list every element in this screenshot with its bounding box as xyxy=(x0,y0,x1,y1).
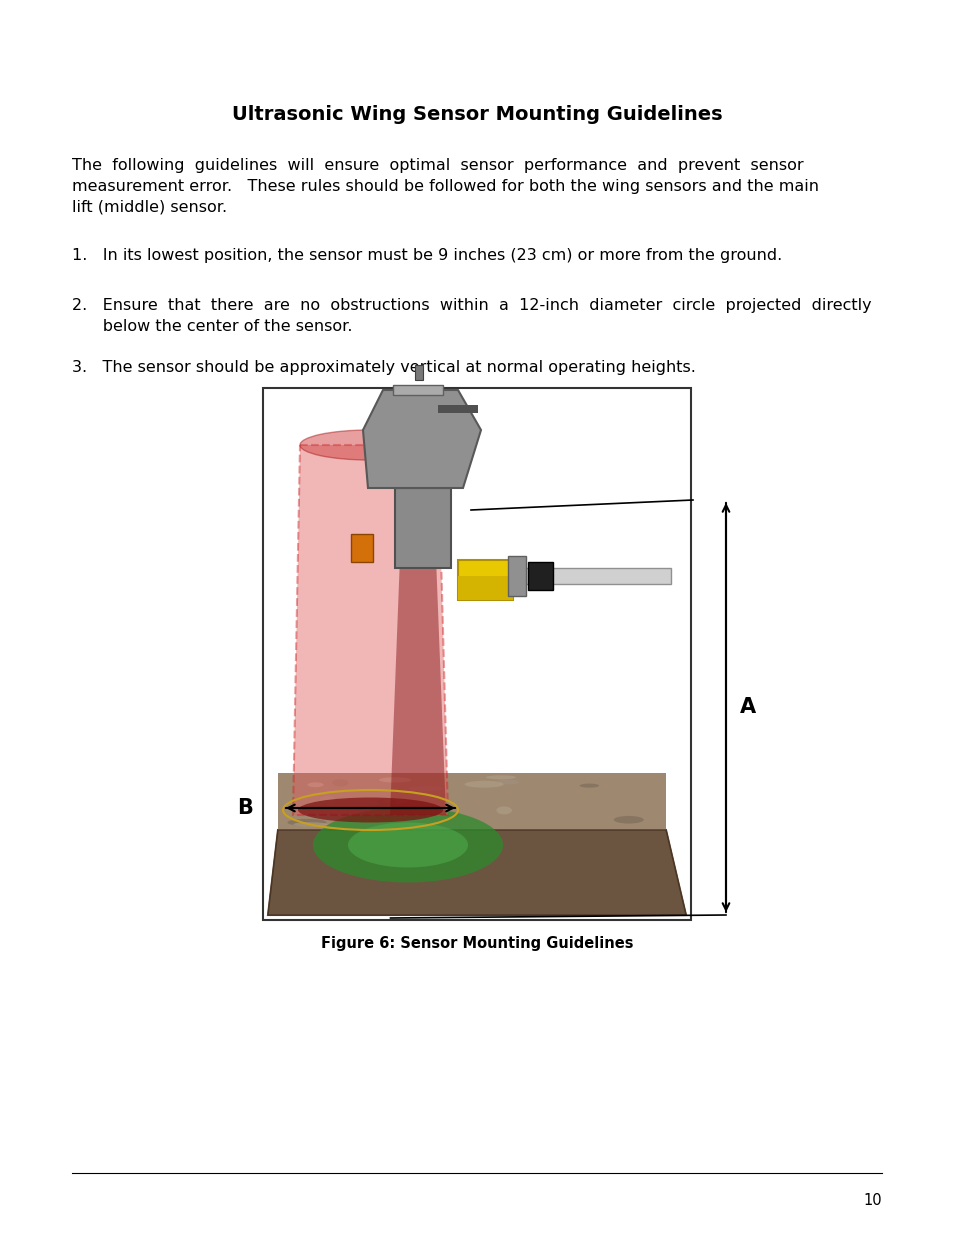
Polygon shape xyxy=(268,830,685,915)
Ellipse shape xyxy=(319,797,335,804)
Bar xyxy=(263,388,690,920)
Bar xyxy=(507,556,525,597)
Text: The  following  guidelines  will  ensure  optimal  sensor  performance  and  pre: The following guidelines will ensure opt… xyxy=(71,158,802,173)
Text: 10: 10 xyxy=(862,1193,882,1208)
Text: A: A xyxy=(740,697,756,718)
Ellipse shape xyxy=(440,811,460,818)
Ellipse shape xyxy=(497,779,518,784)
Text: below the center of the sensor.: below the center of the sensor. xyxy=(71,319,352,333)
Ellipse shape xyxy=(381,799,408,804)
Bar xyxy=(437,405,477,412)
Text: 2.   Ensure  that  there  are  no  obstructions  within  a  12-inch  diameter  c: 2. Ensure that there are no obstructions… xyxy=(71,298,871,312)
Ellipse shape xyxy=(404,820,437,825)
Text: 1.   In its lowest position, the sensor must be 9 inches (23 cm) or more from th: 1. In its lowest position, the sensor mu… xyxy=(71,248,781,263)
Ellipse shape xyxy=(378,777,411,783)
Ellipse shape xyxy=(348,823,468,867)
Polygon shape xyxy=(268,830,685,915)
Text: Figure 6: Sensor Mounting Guidelines: Figure 6: Sensor Mounting Guidelines xyxy=(320,936,633,951)
Ellipse shape xyxy=(299,430,437,459)
Ellipse shape xyxy=(307,783,323,787)
Polygon shape xyxy=(293,445,448,815)
Ellipse shape xyxy=(367,805,389,811)
Bar xyxy=(457,559,513,600)
Ellipse shape xyxy=(287,819,326,826)
Ellipse shape xyxy=(313,808,502,883)
Text: lift (middle) sensor.: lift (middle) sensor. xyxy=(71,200,227,215)
Bar xyxy=(415,366,422,380)
Polygon shape xyxy=(277,773,665,830)
Bar xyxy=(393,385,442,395)
Text: 3.   The sensor should be approximately vertical at normal operating heights.: 3. The sensor should be approximately ve… xyxy=(71,359,695,375)
Text: measurement error.   These rules should be followed for both the wing sensors an: measurement error. These rules should be… xyxy=(71,179,818,194)
Ellipse shape xyxy=(579,783,598,788)
Ellipse shape xyxy=(408,787,443,792)
Ellipse shape xyxy=(332,779,348,787)
Ellipse shape xyxy=(613,816,643,824)
Ellipse shape xyxy=(485,776,516,779)
Ellipse shape xyxy=(464,781,503,788)
Ellipse shape xyxy=(297,798,442,823)
Bar xyxy=(457,576,513,600)
Text: B: B xyxy=(237,798,253,818)
Text: Ultrasonic Wing Sensor Mounting Guidelines: Ultrasonic Wing Sensor Mounting Guidelin… xyxy=(232,105,721,124)
Ellipse shape xyxy=(376,799,395,805)
Ellipse shape xyxy=(293,823,327,826)
Bar xyxy=(422,395,457,450)
Bar xyxy=(351,534,373,562)
Bar xyxy=(513,568,670,584)
Bar xyxy=(527,562,553,590)
Polygon shape xyxy=(363,390,480,488)
Ellipse shape xyxy=(496,806,512,814)
Polygon shape xyxy=(390,480,446,815)
Bar xyxy=(395,488,451,568)
